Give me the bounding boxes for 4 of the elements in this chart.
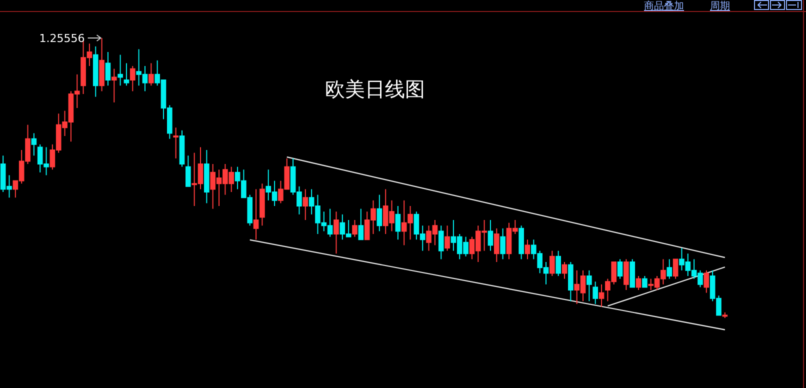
text: 欧美日线图: [325, 77, 425, 101]
annotation: 1.25556: [39, 32, 85, 45]
text: 商品叠加: [644, 0, 684, 12]
text: 周期: [710, 0, 730, 12]
